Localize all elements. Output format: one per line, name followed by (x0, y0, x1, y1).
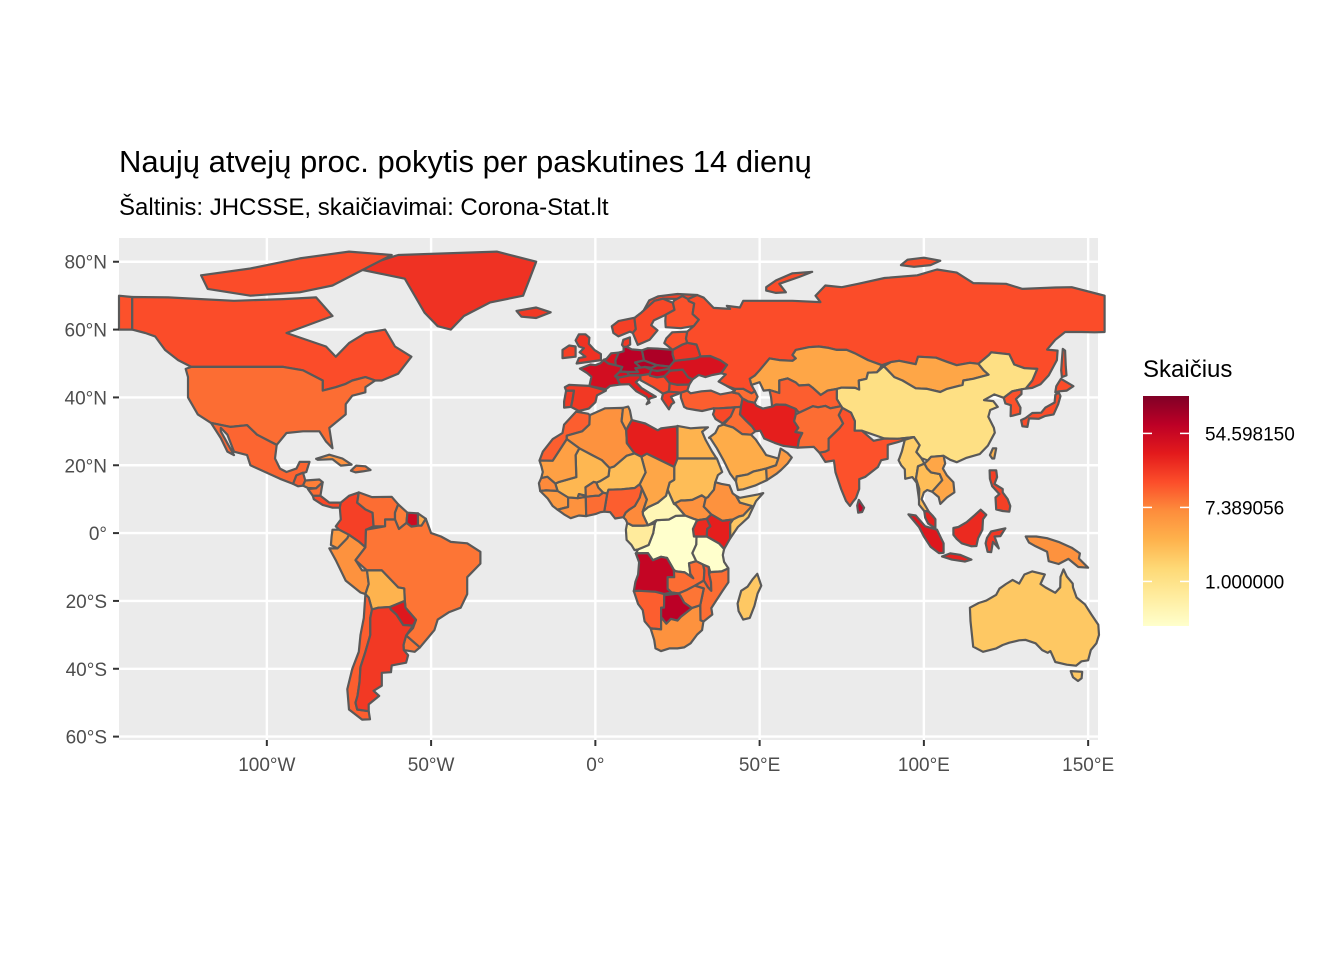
country-peru (328, 533, 370, 596)
y-tick-label-6: 40°S (66, 660, 107, 681)
legend-break-label-2: 1.000000 (1205, 572, 1284, 593)
legend-break-label-0: 54.598150 (1205, 424, 1295, 445)
country-canadian-arctic (200, 250, 393, 297)
country-oman (765, 447, 793, 482)
country-india (818, 406, 916, 508)
country-sumatra (907, 513, 945, 555)
x-tick-label-4: 100°E (898, 755, 950, 776)
country-ghana-togo-benin (584, 491, 609, 518)
country-severnaya-zemlya (899, 256, 942, 268)
country-argentina (354, 605, 415, 713)
y-tick-label-3: 20°N (65, 456, 107, 477)
country-madagascar (736, 572, 763, 621)
country-greenland (354, 250, 538, 331)
country-australia (968, 568, 1101, 667)
x-tick-label-1: 50°W (408, 755, 455, 776)
country-borneo (952, 508, 988, 548)
chart-title: Naujų atvejų proc. pokytis per paskutine… (119, 144, 812, 179)
country-new-guinea (1024, 535, 1090, 569)
country-iceland (515, 306, 552, 320)
y-tick-label-0: 80°N (65, 253, 107, 274)
country-uk (574, 333, 603, 365)
y-tick-label-1: 60°N (65, 321, 107, 342)
country-indochina (923, 454, 956, 505)
country-java (940, 552, 973, 563)
country-nicaragua (306, 481, 324, 497)
country-taiwan (988, 447, 998, 460)
country-hokkaido (1054, 377, 1075, 394)
country-cuba (315, 453, 353, 467)
country-tasmania (1069, 669, 1084, 683)
legend-break-label-1: 7.389056 (1205, 498, 1284, 519)
x-tick-label-2: 0° (586, 755, 604, 776)
country-syria (711, 406, 736, 425)
y-tick-label-4: 0° (89, 524, 107, 545)
legend-title: Skaičius (1143, 356, 1232, 383)
country-alaska (117, 294, 134, 331)
legend-breaks: 54.598150 7.389056 1.000000 (1143, 424, 1295, 593)
country-south-africa (649, 604, 705, 653)
country-canada (131, 295, 413, 392)
country-egypt (676, 424, 718, 460)
legend: Skaičius 54.598150 7.389056 1.000000 (1143, 356, 1295, 626)
chart-subtitle: Šaltinis: JHCSSE, skaičiavimai: Corona-S… (119, 193, 609, 221)
country-italy (616, 374, 657, 406)
country-sulawesi (984, 527, 1007, 554)
country-somalia (728, 492, 765, 540)
legend-colorbar (1143, 396, 1189, 626)
country-malay-peninsula (923, 509, 937, 530)
country-greece (660, 390, 683, 411)
x-tick-label-0: 100°W (238, 755, 295, 776)
y-tick-label-5: 20°S (66, 592, 107, 613)
country-sakhalin (1060, 347, 1068, 379)
country-ireland (561, 344, 577, 360)
x-axis: 100°W 50°W 0° 50°E 100°E 150°E (238, 740, 1114, 776)
x-tick-label-3: 50°E (739, 755, 780, 776)
country-polygons (117, 250, 1106, 721)
y-tick-label-7: 60°S (66, 728, 107, 749)
country-sri-lanka (856, 498, 866, 514)
country-nigeria (603, 483, 644, 520)
country-novaya-zemlya (765, 270, 814, 294)
country-mauritania (538, 438, 581, 485)
country-denmark (620, 336, 632, 348)
country-philippines (988, 469, 1012, 513)
country-korea (1002, 388, 1023, 418)
y-tick-label-2: 40°N (65, 388, 107, 409)
country-hispaniola (349, 464, 372, 474)
x-tick-label-5: 150°E (1062, 755, 1114, 776)
map-panel (117, 238, 1106, 740)
y-axis: 80°N 60°N 40°N 20°N 0° 20°S 40°S 60°S (65, 253, 119, 749)
